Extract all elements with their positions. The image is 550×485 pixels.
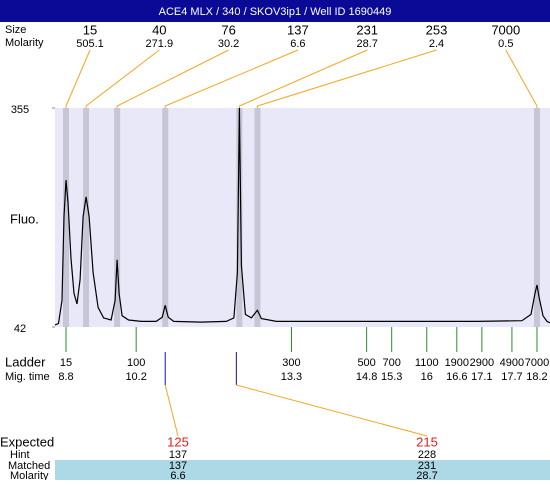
peak-band	[63, 108, 70, 327]
trace	[54, 107, 550, 326]
expected-label: Expected	[0, 434, 54, 449]
peak-size: 7000	[491, 22, 520, 37]
peak-band	[236, 108, 243, 327]
peak-size: 137	[287, 22, 309, 37]
mig-time: 17.1	[471, 371, 492, 383]
mig-time: 16	[421, 371, 433, 383]
peak-size: 15	[83, 22, 97, 37]
mig-time: 13.3	[281, 371, 302, 383]
peak-molarity: 28.7	[356, 38, 377, 50]
ladder-size: 1100	[415, 357, 439, 369]
matched-bg	[55, 460, 550, 480]
peak-molarity: 2.4	[429, 38, 444, 50]
peak-size: 76	[221, 22, 235, 37]
peak-molarity: 6.6	[290, 38, 305, 50]
peak-molarity: 0.5	[498, 38, 513, 50]
y-tick-label: 355	[11, 104, 29, 116]
matched-label: Matched	[8, 460, 50, 472]
ladder-size: 1900	[445, 357, 469, 369]
ladder-size: 2900	[470, 357, 494, 369]
mig-time: 18.2	[526, 371, 547, 383]
peak-connector	[239, 49, 368, 107]
title-bar	[0, 0, 550, 22]
peak-size: 253	[426, 22, 448, 37]
ladder-size: 700	[383, 357, 401, 369]
mig-time: 14.8	[356, 371, 377, 383]
hint-value: 137	[169, 449, 187, 461]
peak-molarity: 505.1	[76, 38, 104, 50]
peak-connector	[85, 49, 160, 107]
peak-connector	[505, 49, 538, 107]
ladder-size: 4900	[500, 357, 524, 369]
molarity-row-label: Molarity	[10, 470, 49, 480]
mig-time: 8.8	[58, 371, 73, 383]
expected-value: 215	[416, 434, 438, 449]
peak-size: 231	[356, 22, 378, 37]
peak-connector	[165, 49, 299, 107]
ladder-label: Ladder	[5, 354, 46, 369]
peak-band	[114, 108, 121, 327]
expected-value: 125	[167, 434, 189, 449]
peak-molarity: 30.2	[218, 38, 239, 50]
mig-time: 17.7	[501, 371, 522, 383]
matched-value: 231	[418, 460, 436, 472]
expected-connector	[236, 384, 428, 437]
peak-band	[162, 108, 169, 327]
peak-band	[533, 108, 540, 327]
peak-band	[83, 108, 90, 327]
molarity-value: 6.6	[170, 470, 185, 480]
y-tick-label: 42	[14, 323, 26, 335]
size-label: Size	[5, 24, 26, 36]
ladder-size: 7000	[525, 357, 549, 369]
peak-connector	[116, 49, 229, 107]
peak-connector	[257, 49, 437, 107]
ladder-size: 500	[357, 357, 375, 369]
peak-connector	[65, 49, 91, 107]
peak-band	[254, 108, 261, 327]
title: ACE4 MLX / 340 / SKOV3ip1 / Well ID 1690…	[159, 6, 392, 18]
peak-molarity: 271.9	[146, 38, 174, 50]
mig-time: 10.2	[125, 371, 146, 383]
ladder-size: 100	[127, 357, 145, 369]
plot-area	[55, 108, 550, 327]
mig-time-label: Mig. time	[5, 371, 50, 383]
y-label: Fluo.	[10, 211, 39, 226]
expected-connector	[164, 384, 179, 437]
ladder-size: 15	[60, 357, 72, 369]
hint-label: Hint	[10, 449, 30, 461]
molarity-label: Molarity	[5, 37, 44, 49]
peak-size: 40	[152, 22, 166, 37]
matched-value: 137	[169, 460, 187, 472]
hint-value: 228	[418, 449, 436, 461]
molarity-value: 28.7	[416, 470, 437, 480]
mig-time: 15.3	[381, 371, 402, 383]
ladder-size: 300	[282, 357, 300, 369]
mig-time: 16.6	[446, 371, 467, 383]
